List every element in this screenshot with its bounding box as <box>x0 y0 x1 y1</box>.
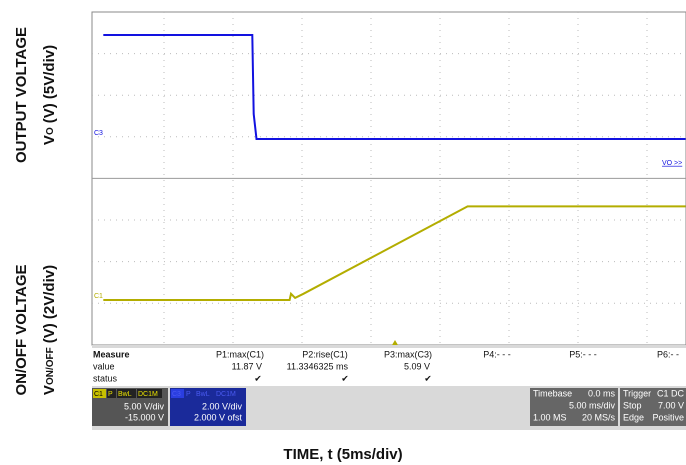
label-part: (V) (5V/div) <box>41 45 58 123</box>
measure-header: P6:- - <box>657 349 679 359</box>
measure-value: 11.87 V <box>232 361 262 371</box>
channel-tag-text: P <box>108 391 113 398</box>
trigger-text: Edge <box>623 412 644 422</box>
measure-header: P4:- - - <box>483 349 511 359</box>
timebase-text: 0.0 ms <box>588 388 616 398</box>
channel-tag <box>195 389 214 398</box>
timebase-text: 1.00 MS <box>533 412 567 422</box>
timebase-text: 5.00 ms/div <box>569 400 616 410</box>
measure-status: ✔ <box>341 373 349 383</box>
trigger-text: C1 DC <box>657 388 685 398</box>
timebase-box <box>530 388 618 426</box>
measure-header: P1:max(C1) <box>216 349 264 359</box>
measure-panel <box>92 348 686 386</box>
channel-tag-text: C1 <box>94 391 103 398</box>
y-label-bottom-unit: VON/OFF (V) (2V/div) <box>41 265 58 395</box>
measure-value: value <box>93 361 115 371</box>
channel-tag-text: BwL <box>196 391 210 398</box>
trace-marker: C1 <box>94 293 103 300</box>
y-label-top: OUTPUT VOLTAGE <box>13 27 30 163</box>
measure-header: P5:- - - <box>569 349 597 359</box>
label-sub: ON/OFF <box>45 347 56 385</box>
channel-tag-text: DC1M <box>216 391 236 398</box>
channel-tag <box>185 389 194 398</box>
measure-header: P3:max(C3) <box>384 349 432 359</box>
measure-value: 5.09 V <box>404 361 430 371</box>
trace-marker: VO >> <box>662 160 682 167</box>
channel-tag <box>171 389 184 398</box>
trigger-text: Stop <box>623 400 642 410</box>
channel-tag-text: P <box>186 391 191 398</box>
x-label: TIME, t (5ms/div) <box>283 446 402 463</box>
measure-header: P2:rise(C1) <box>302 349 348 359</box>
label-part: V <box>41 135 58 145</box>
measure-status: status <box>93 373 118 383</box>
measure-status: ✔ <box>424 373 432 383</box>
timebase-text: Timebase <box>533 388 572 398</box>
channel-scale: 2.00 V/div <box>202 401 243 411</box>
trigger-text: Positive <box>652 412 684 422</box>
measure-value: 11.3346325 ms <box>287 361 349 371</box>
label-part: (V) (2V/div) <box>41 265 58 343</box>
y-label-bottom: ON/OFF VOLTAGE <box>13 264 30 395</box>
channel-tag <box>137 389 162 398</box>
channel-tag-text: BwL <box>118 391 132 398</box>
channel-tag-text: C3 <box>172 391 181 398</box>
label-sub: O <box>45 127 56 135</box>
trigger-box <box>620 388 686 426</box>
channel-tag <box>93 389 106 398</box>
trigger-text: 7.00 V <box>658 400 684 410</box>
channel-tag-text: DC1M <box>138 391 158 398</box>
label-part: V <box>41 385 58 395</box>
y-label-top-unit: VO (V) (5V/div) <box>41 45 58 145</box>
trace <box>103 205 686 301</box>
channel-tag <box>107 389 116 398</box>
trace <box>103 34 686 140</box>
channel-offset: -15.000 V <box>125 412 164 422</box>
channel-scale: 5.00 V/div <box>124 401 165 411</box>
channel-offset: 2.000 V ofst <box>194 412 243 422</box>
trigger-text: Trigger <box>623 388 651 398</box>
measure-header: Measure <box>93 349 130 359</box>
trigger-marker <box>392 340 398 345</box>
timebase-text: 20 MS/s <box>582 412 616 422</box>
channel-tag <box>215 389 240 398</box>
channel-tag <box>117 389 136 398</box>
trace-marker: C3 <box>94 130 103 137</box>
measure-status: ✔ <box>254 373 262 383</box>
